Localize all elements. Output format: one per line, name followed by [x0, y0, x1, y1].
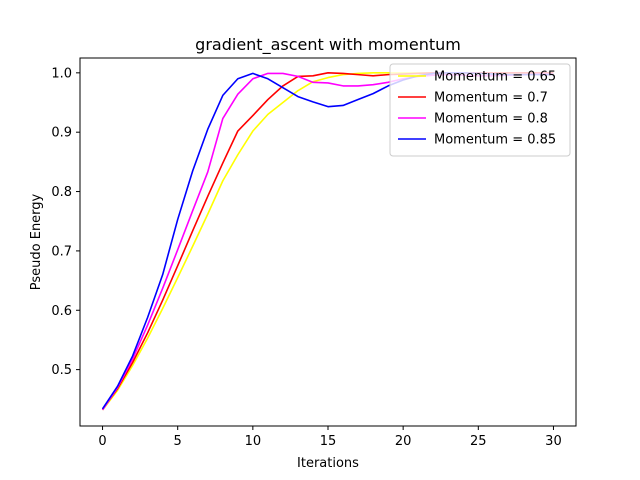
legend-box [389, 63, 571, 157]
legend-label: Momentum = 0.7 [434, 91, 548, 106]
x-axis-label: Iterations [297, 456, 359, 471]
y-tick-label: 0.9 [51, 126, 72, 141]
y-axis: 0.5 0.6 0.7 0.8 0.9 1.0 [51, 66, 80, 378]
legend: Momentum = 0.65 Momentum = 0.7 Momentum = … [389, 63, 571, 157]
legend-label: Momentum = 0.85 [434, 133, 556, 148]
y-tick-label: 0.6 [51, 304, 72, 319]
x-tick-label: 15 [320, 434, 337, 449]
y-tick-label: 0.5 [51, 363, 72, 378]
legend-label: Momentum = 0.8 [434, 112, 548, 127]
x-tick-label: 5 [174, 434, 182, 449]
y-axis-label: Pseudo Energy [29, 193, 44, 290]
legend-label: Momentum = 0.65 [434, 70, 556, 85]
y-tick-label: 0.8 [51, 185, 72, 200]
x-axis: 0 5 10 15 20 25 30 [98, 426, 562, 449]
x-tick-label: 20 [395, 434, 412, 449]
x-tick-label: 25 [470, 434, 487, 449]
chart-title: gradient_ascent with momentum [195, 35, 461, 55]
y-tick-label: 0.7 [51, 244, 72, 259]
y-tick-label: 1.0 [51, 66, 72, 81]
x-tick-label: 30 [545, 434, 562, 449]
x-tick-label: 10 [245, 434, 262, 449]
x-tick-label: 0 [98, 434, 106, 449]
